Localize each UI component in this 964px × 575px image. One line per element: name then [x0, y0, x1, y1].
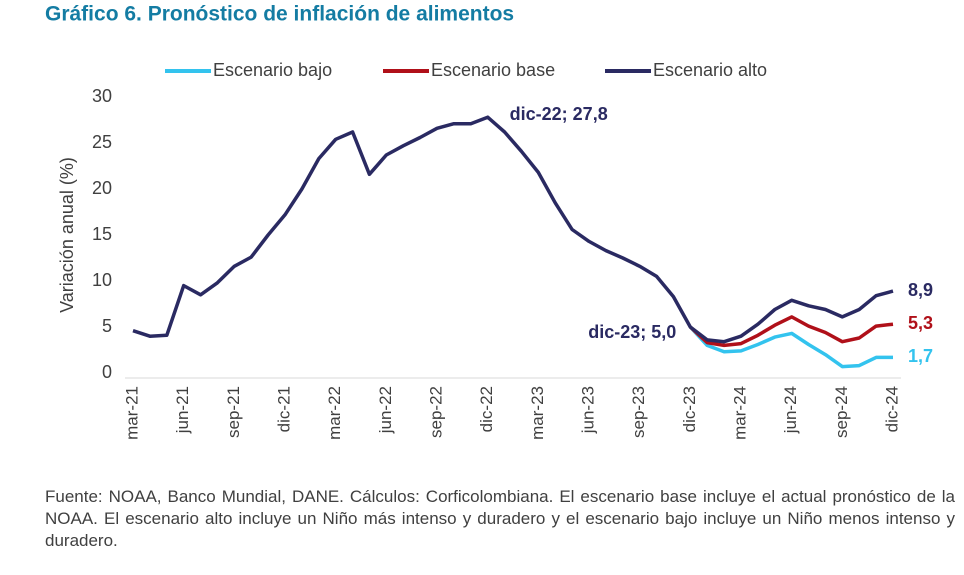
- y-tick-label: 25: [92, 132, 112, 152]
- x-tick-label: sep-21: [224, 386, 243, 438]
- x-tick-label: mar-23: [528, 386, 547, 440]
- x-tick-label: sep-23: [629, 386, 648, 438]
- data-label: dic-22; 27,8: [510, 104, 608, 124]
- x-tick-label: mar-22: [325, 386, 344, 440]
- x-tick-label: jun-23: [578, 386, 597, 434]
- legend-label: Escenario base: [431, 60, 555, 80]
- source-note: Fuente: NOAA, Banco Mundial, DANE. Cálcu…: [45, 487, 955, 550]
- chart: Gráfico 6. Pronóstico de inflación de al…: [45, 3, 933, 440]
- y-tick-label: 20: [92, 178, 112, 198]
- x-tick-label: dic-21: [274, 386, 293, 432]
- x-tick-label: jun-21: [173, 386, 192, 434]
- data-label: 5,3: [908, 313, 933, 333]
- y-tick-label: 30: [92, 86, 112, 106]
- data-label: 1,7: [908, 346, 933, 366]
- legend-label: Escenario bajo: [213, 60, 332, 80]
- x-tick-label: dic-24: [882, 386, 901, 432]
- series-line: [132, 115, 894, 344]
- x-tick-label: mar-21: [122, 386, 141, 440]
- series-line: [689, 315, 894, 348]
- chart-title: Gráfico 6. Pronóstico de inflación de al…: [45, 3, 514, 26]
- x-tick-label: sep-24: [832, 386, 851, 438]
- y-axis-label: Variación anual (%): [57, 157, 77, 313]
- x-tick-label: dic-22: [477, 386, 496, 432]
- x-tick-label: dic-23: [680, 386, 699, 432]
- x-tick-label: mar-24: [730, 386, 749, 440]
- data-label: 8,9: [908, 280, 933, 300]
- x-tick-label: jun-22: [376, 386, 395, 434]
- y-tick-label: 5: [102, 316, 112, 336]
- legend-label: Escenario alto: [653, 60, 767, 80]
- x-tick-label: jun-24: [781, 386, 800, 434]
- y-tick-label: 15: [92, 224, 112, 244]
- series-line: [689, 325, 893, 369]
- y-tick-label: 10: [92, 270, 112, 290]
- x-tick-label: sep-22: [426, 386, 445, 438]
- data-label: dic-23; 5,0: [588, 322, 676, 342]
- y-tick-label: 0: [102, 362, 112, 382]
